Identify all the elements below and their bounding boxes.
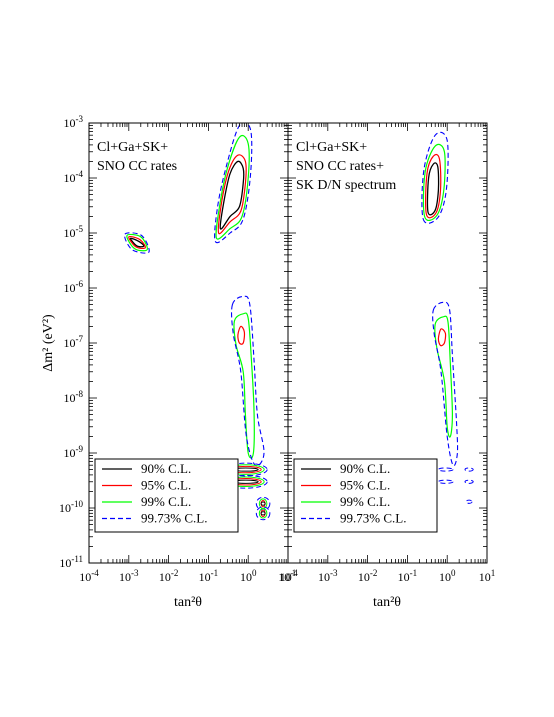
y-tick-label: 10-6 — [64, 279, 84, 295]
contour-island — [437, 479, 454, 484]
legend-label: 95% C.L. — [340, 478, 390, 493]
contour-sma-9973 — [124, 232, 150, 254]
legend-box — [293, 458, 438, 533]
contour-island — [258, 508, 268, 519]
contour-island — [223, 462, 268, 477]
legend: 90% C.L. 95% C.L.99% C.L. 99.73% C.L. — [293, 458, 438, 533]
x-tick-label: 10-3 — [318, 568, 338, 584]
contour-island — [465, 499, 473, 504]
panel-label: Cl+Ga+SK+ SNO CC rates — [97, 140, 177, 174]
contour-island — [260, 499, 266, 508]
x-tick-label: 10-2 — [159, 568, 179, 584]
contour-island — [464, 467, 474, 472]
contour-island — [260, 509, 266, 518]
panel-label-line: SNO CC rates+ — [296, 159, 384, 174]
x-tick-label: 101 — [280, 568, 297, 584]
contour-island — [464, 479, 474, 484]
x-tick-label: 10-4 — [278, 568, 298, 584]
y-tick-label: 10-8 — [64, 389, 84, 405]
contour-island — [437, 467, 454, 472]
y-tick-label: 10-7 — [64, 334, 84, 350]
y-axis-title: Δm² (eV²) — [41, 314, 56, 372]
right-panel: 10-4 10-3 10-2 10-1 100 101 Cl+Ga+SK+ SNO CC r… — [278, 122, 496, 610]
contour-lma-9973 — [421, 131, 449, 224]
contour-low-vac-99 — [434, 315, 454, 438]
legend-label: 99.73% C.L. — [340, 511, 406, 526]
contour-lma-9973 — [214, 123, 253, 244]
y-tick-label: 10-11 — [59, 554, 83, 570]
legend-label: 90% C.L. — [340, 461, 390, 476]
legend-label: 99.73% C.L. — [141, 511, 207, 526]
contour-low-vac-9973 — [432, 301, 459, 467]
axis-ticks: 10-4 10-3 10-2 10-1 100 101 — [278, 122, 496, 584]
contour-lma-90 — [426, 162, 440, 216]
contour-low-vac-9973 — [230, 295, 265, 467]
legend-box — [94, 458, 239, 533]
panel-label-line: Cl+Ga+SK+ — [296, 140, 367, 155]
plot-frame — [287, 122, 488, 564]
contour-lma-99 — [215, 135, 250, 240]
y-tick-label: 10-3 — [64, 114, 84, 130]
axis-ticks: 10-4 10-3 10-2 10-1 100 101 10-11 10-10 10-9 10-8… — [59, 114, 296, 584]
x-tick-label: 10-4 — [79, 568, 99, 584]
x-axis-title: tan²θ — [174, 595, 202, 610]
left-panel: 10-4 10-3 10-2 10-1 100 101 10-11 10-10 10-9 10-8… — [41, 114, 296, 610]
contour-sma-90 — [129, 237, 145, 248]
contour-island — [260, 501, 266, 506]
legend-label: 90% C.L. — [141, 461, 191, 476]
x-tick-label: 100 — [240, 568, 257, 584]
panel-label-line: SNO CC rates — [97, 159, 177, 174]
x-tick-label: 10-3 — [119, 568, 139, 584]
contour-sma-99 — [126, 233, 148, 252]
contour-island — [260, 511, 266, 516]
panel-label-line: Cl+Ga+SK+ — [97, 140, 168, 155]
y-tick-label: 10-5 — [64, 224, 84, 240]
y-tick-label: 10-4 — [64, 169, 84, 185]
contour-lma-99 — [422, 143, 446, 222]
legend: 90% C.L. 95% C.L.99% C.L. 99.73% C.L. — [94, 458, 239, 533]
panel-label: Cl+Ga+SK+ SNO CC rates+ SK D/N spectrum — [296, 140, 396, 193]
x-tick-label: 10-1 — [199, 568, 219, 584]
legend-label: 95% C.L. — [141, 478, 191, 493]
x-axis-title: tan²θ — [373, 595, 401, 610]
contour-island — [223, 474, 268, 489]
contour-low-vac-99 — [233, 312, 255, 459]
x-tick-label: 100 — [439, 568, 456, 584]
contour-lma-95 — [217, 154, 247, 235]
contour-lma-95 — [425, 153, 442, 219]
contour-sma-95 — [128, 235, 146, 250]
y-tick-label: 10-9 — [64, 444, 84, 460]
contour-regions — [417, 131, 474, 504]
x-tick-label: 10-2 — [358, 568, 378, 584]
x-tick-label: 101 — [479, 568, 496, 584]
contour-island — [255, 506, 271, 521]
contour-low-vac-95 — [437, 328, 447, 347]
y-tick-label: 10-10 — [59, 499, 83, 515]
contour-lma-90 — [219, 160, 245, 230]
contour-low-vac-95 — [237, 325, 246, 345]
legend-label: 99% C.L. — [141, 494, 191, 509]
panel-label-line: SK D/N spectrum — [296, 178, 396, 193]
x-tick-label: 10-1 — [398, 568, 418, 584]
legend-label: 99% C.L. — [340, 494, 390, 509]
